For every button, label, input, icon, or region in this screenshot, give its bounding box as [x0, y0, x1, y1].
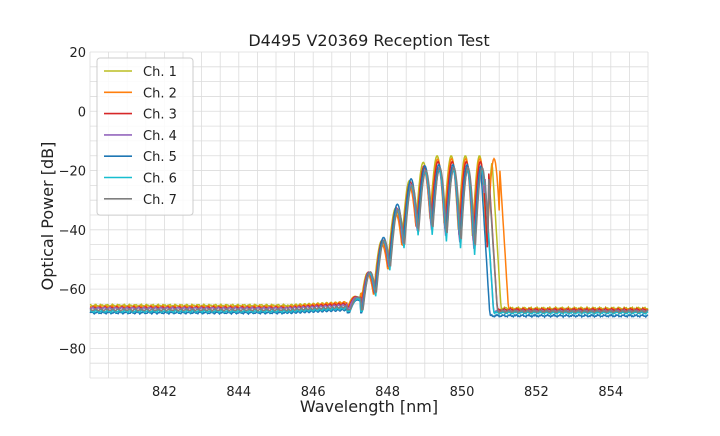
series-line-7	[89, 166, 649, 315]
legend-label: Ch. 2	[143, 86, 177, 101]
legend-label: Ch. 5	[143, 150, 177, 165]
legend-label: Ch. 7	[143, 193, 177, 208]
x-axis-label: Wavelength [nm]	[300, 397, 438, 416]
series-lines	[89, 155, 649, 319]
legend-box	[96, 57, 194, 216]
x-tick-label: 846	[301, 385, 326, 400]
legend-label: Ch. 6	[143, 172, 177, 187]
x-tick-label: 852	[524, 385, 549, 400]
y-tick-label: 20	[69, 46, 86, 61]
x-tick-label: 854	[598, 385, 623, 400]
y-tick-label: −80	[59, 342, 86, 357]
legend-label: Ch. 1	[143, 65, 177, 80]
x-tick-label: 844	[226, 385, 251, 400]
y-tick-label: −60	[59, 283, 86, 298]
legend-label: Ch. 4	[143, 129, 177, 144]
x-tick-label: 850	[450, 385, 475, 400]
y-axis-label: Optical Power [dB]	[38, 142, 57, 291]
y-tick-label: −20	[59, 165, 86, 180]
x-tick-label: 842	[152, 385, 177, 400]
axes: 842 844 846 848 850 852 854 −80 −60 −40 −20 0 20	[59, 46, 624, 400]
legend-label: Ch. 3	[143, 108, 177, 123]
y-tick-label: 0	[78, 105, 86, 120]
y-tick-label: −40	[59, 224, 86, 239]
legend: Ch. 1 Ch. 2 Ch. 3 Ch. 4 Ch. 5 Ch. 6 Ch. 7	[96, 57, 194, 216]
chart-title: D4495 V20369 Reception Test	[248, 31, 489, 50]
x-tick-label: 848	[375, 385, 400, 400]
